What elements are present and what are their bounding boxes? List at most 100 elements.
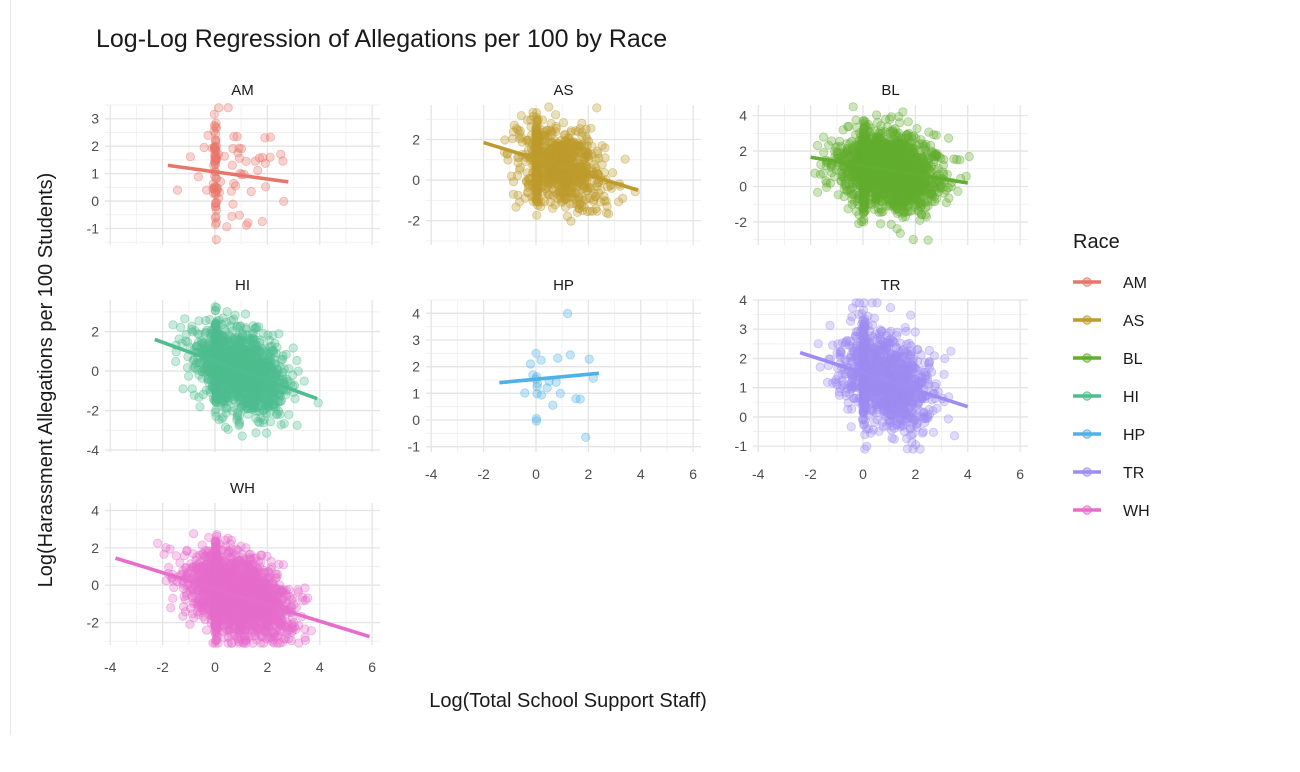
data-point	[288, 343, 298, 353]
data-point	[566, 126, 576, 136]
data-point	[848, 189, 858, 199]
data-point	[836, 176, 846, 186]
data-point	[197, 367, 207, 377]
data-point	[562, 308, 573, 319]
data-point	[267, 341, 277, 351]
data-point	[517, 137, 527, 147]
data-point	[579, 152, 590, 162]
data-point	[211, 183, 222, 193]
facet-strip-label: AS	[553, 82, 573, 99]
data-point	[533, 174, 543, 184]
data-point	[890, 157, 900, 167]
data-point	[279, 419, 289, 429]
data-point	[554, 150, 564, 160]
data-point	[909, 191, 919, 201]
data-point	[908, 234, 918, 245]
data-point	[557, 147, 567, 157]
data-point	[210, 150, 220, 160]
data-point	[531, 181, 541, 191]
data-point	[574, 194, 584, 204]
data-point	[534, 140, 544, 150]
data-point	[564, 185, 575, 196]
data-point	[577, 127, 587, 138]
data-point	[876, 207, 886, 217]
data-point	[533, 163, 543, 173]
data-point	[226, 186, 236, 196]
data-point	[211, 205, 221, 215]
data-point	[528, 168, 538, 178]
data-point	[205, 314, 215, 325]
data-point	[531, 166, 542, 176]
data-point	[923, 235, 933, 245]
data-point	[839, 184, 849, 194]
x-tick-label: 2	[584, 466, 592, 482]
data-point	[819, 148, 829, 158]
data-point	[211, 197, 221, 207]
data-point	[211, 123, 221, 133]
data-point	[210, 154, 221, 164]
data-point	[925, 183, 936, 194]
data-point	[292, 355, 302, 366]
data-point	[293, 366, 303, 376]
data-point	[211, 187, 221, 197]
data-point	[534, 148, 544, 158]
data-point	[532, 167, 542, 177]
data-point	[222, 222, 232, 232]
data-point	[581, 432, 591, 442]
data-point	[187, 384, 197, 394]
data-point	[555, 388, 565, 398]
data-point	[171, 356, 181, 367]
data-point	[209, 182, 220, 192]
data-point	[213, 149, 223, 159]
data-point	[528, 146, 538, 156]
data-point	[532, 187, 542, 197]
data-point	[202, 185, 212, 195]
data-point	[888, 193, 898, 203]
data-point	[868, 171, 878, 181]
data-point	[546, 119, 556, 129]
facet-strip-label: BL	[881, 82, 899, 99]
data-point	[563, 133, 573, 143]
x-tick-label: 6	[689, 466, 697, 482]
data-point	[812, 187, 823, 197]
data-point	[565, 350, 575, 360]
data-point	[520, 388, 530, 398]
data-point	[193, 172, 203, 182]
data-point	[277, 354, 288, 364]
y-tick-label: -2	[735, 214, 748, 230]
data-point	[531, 413, 542, 424]
data-point	[255, 347, 265, 357]
data-point	[836, 142, 846, 152]
data-point	[246, 186, 256, 197]
data-point	[313, 398, 323, 408]
data-point	[532, 134, 542, 145]
data-point	[180, 314, 190, 324]
data-point	[211, 173, 221, 183]
data-point	[532, 184, 542, 194]
data-point	[292, 420, 302, 430]
data-point	[542, 383, 552, 393]
data-point	[871, 110, 882, 120]
data-point	[239, 353, 249, 363]
data-point	[513, 190, 523, 200]
data-point	[875, 219, 886, 229]
data-point	[842, 166, 852, 176]
data-point	[558, 118, 569, 128]
data-point	[250, 156, 260, 166]
data-point	[876, 121, 886, 131]
data-point	[512, 170, 523, 180]
facet-strip-label: HI	[235, 277, 250, 294]
data-point	[243, 218, 253, 228]
data-point	[217, 369, 228, 379]
y-tick-label: -1	[408, 439, 421, 455]
data-point	[227, 211, 237, 221]
data-point	[257, 216, 267, 227]
data-point	[211, 211, 221, 222]
data-point	[279, 196, 289, 206]
data-point	[211, 323, 221, 333]
data-point	[532, 145, 542, 156]
data-point	[183, 337, 193, 347]
data-point	[559, 169, 570, 179]
data-point	[223, 103, 233, 113]
data-point	[911, 133, 921, 143]
